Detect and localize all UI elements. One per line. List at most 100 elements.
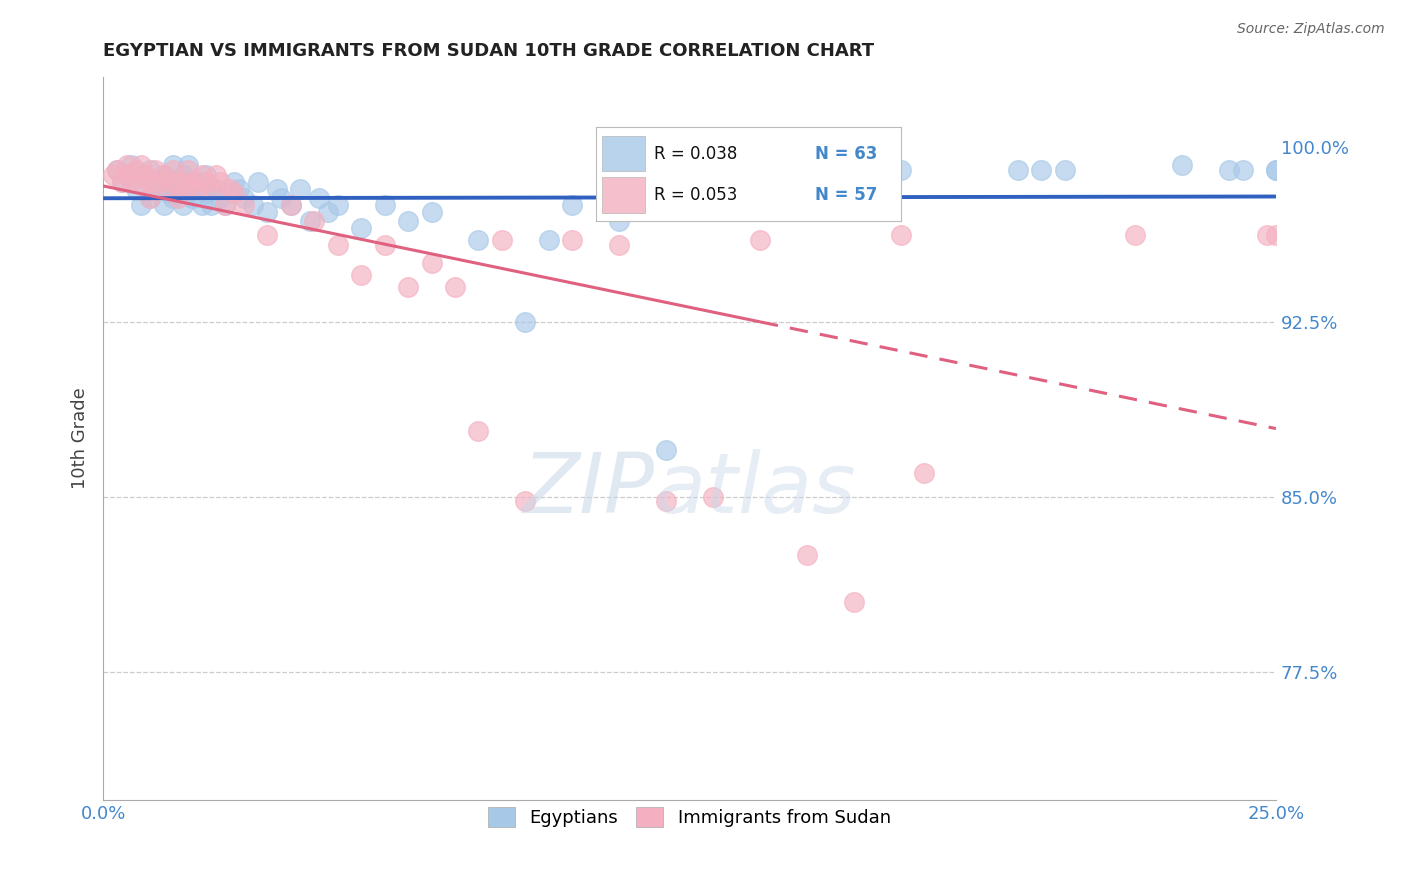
Point [162,191,184,205]
Point [280,198,302,212]
Point [172,168,194,182]
Point [167,181,190,195]
Point [143,163,166,178]
Point [148,175,170,189]
Point [748,233,770,247]
Point [1265,228,1288,243]
Point [796,548,818,562]
Point [157,181,180,195]
Point [115,158,138,172]
Point [302,214,325,228]
Text: ZIP: ZIP [523,449,654,530]
Point [139,163,162,178]
Point [515,494,537,508]
Point [181,175,204,189]
Point [125,181,148,195]
Point [246,175,269,189]
Point [125,163,148,178]
Point [120,158,142,172]
Point [218,181,240,195]
Point [890,228,912,243]
Point [607,237,630,252]
Point [162,175,184,189]
Text: EGYPTIAN VS IMMIGRANTS FROM SUDAN 10TH GRADE CORRELATION CHART: EGYPTIAN VS IMMIGRANTS FROM SUDAN 10TH G… [103,42,875,60]
Point [105,163,128,178]
Point [176,186,198,201]
Point [374,198,396,212]
Point [326,198,349,212]
Point [172,198,194,212]
Point [134,168,156,182]
Point [396,279,419,293]
Point [561,233,583,247]
Point [1265,163,1288,178]
Point [467,233,489,247]
Point [111,175,134,189]
Point [214,198,236,212]
Point [1218,163,1240,178]
Point [176,163,198,178]
Point [153,198,176,212]
Point [1123,228,1146,243]
Text: Source: ZipAtlas.com: Source: ZipAtlas.com [1237,22,1385,37]
Point [195,168,218,182]
Point [561,198,583,212]
Point [326,237,349,252]
Point [420,205,443,219]
Point [420,256,443,270]
Point [195,175,218,189]
Point [280,198,302,212]
Point [537,233,560,247]
Point [444,279,467,293]
Point [318,205,340,219]
Point [1256,228,1278,243]
Point [702,490,724,504]
Point [655,494,678,508]
Point [190,168,212,182]
Point [162,163,184,178]
Point [232,191,254,205]
Point [1232,163,1254,178]
Point [153,168,176,182]
Point [148,181,170,195]
Point [1053,163,1076,178]
Point [298,214,321,228]
Point [256,205,278,219]
Point [115,168,138,182]
Point [200,181,222,195]
Point [200,198,222,212]
Point [308,191,330,205]
Point [655,443,678,458]
Point [181,191,204,205]
Point [1265,163,1288,178]
Point [890,163,912,178]
Point [186,175,208,189]
Point [515,315,537,329]
Point [129,198,152,212]
Point [1031,163,1053,178]
Point [105,163,128,178]
Point [139,175,162,189]
Point [139,191,162,205]
Point [350,221,373,235]
Point [242,198,264,212]
Point [842,595,865,609]
Point [167,191,190,205]
Legend: Egyptians, Immigrants from Sudan: Egyptians, Immigrants from Sudan [481,799,898,835]
Point [491,233,513,247]
Point [1171,158,1194,172]
Point [209,191,232,205]
Point [288,181,311,195]
Point [266,181,288,195]
Point [228,181,250,195]
Point [232,198,254,212]
Point [912,467,935,481]
Point [115,168,138,182]
Point [143,175,166,189]
Text: atlas: atlas [654,449,856,530]
Point [176,158,198,172]
Point [129,175,152,189]
Point [270,191,292,205]
Point [186,181,208,195]
Point [204,168,226,182]
